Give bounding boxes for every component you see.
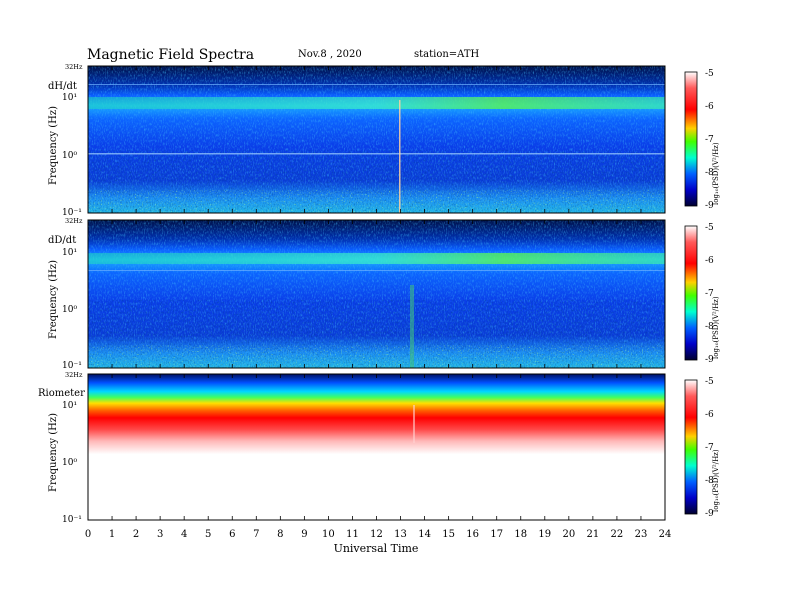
station-label: station=ATH [414,49,480,60]
figure-title: Magnetic Field Spectra [87,47,254,63]
colorbar [684,379,698,515]
x-tick-label: 22 [611,529,624,540]
x-tick-label: 3 [157,529,163,540]
colorbar-label: log₁₀(PSD)(V²/Hz) [712,296,720,359]
colorbar [684,71,698,207]
colorbar-tick: -8 [705,168,714,178]
colorbar [684,225,698,361]
line-harmonic [88,270,665,271]
colorbar-tick: -8 [705,476,714,486]
colorbar-tick: -8 [705,322,714,332]
x-tick-label: 14 [418,529,431,540]
panel-riometer: Riometer 32Hz 10¹ 10⁰ 10⁻¹ Frequency (Hz… [38,371,720,525]
x-tick-label: 7 [253,529,259,540]
x-tick-label: 12 [370,529,383,540]
panel-dddt: dD/dt 32Hz 10¹ 10⁰ 10⁻¹ Frequency (Hz) -… [48,217,720,371]
x-tick-label: 8 [277,529,283,540]
colorbar-label: log₁₀(PSD)(V²/Hz) [712,142,720,205]
line-harmonic [88,84,665,85]
y-axis-label: Frequency (Hz) [48,260,59,339]
colorbar-tick: -5 [705,377,714,387]
x-tick-label: 24 [659,529,672,540]
ytick-label: 10⁻¹ [62,361,82,371]
ytick-label: 10¹ [62,401,77,411]
ytick-label: 10⁰ [62,151,77,161]
ytick-label: 10¹ [62,248,77,258]
x-tick-label: 17 [490,529,503,540]
noise-layer-green [88,190,665,213]
x-axis-label: Universal Time [334,542,419,555]
colorbar-tick: -9 [705,201,714,211]
x-tick-label: 11 [346,529,359,540]
noise-layer-red [88,440,665,520]
panel-label-riometer: Riometer [38,388,85,399]
ytick-label: 10⁻¹ [62,515,82,525]
band-schumann [88,253,665,264]
date-label: Nov.8 , 2020 [298,49,362,60]
colorbar-tick: -5 [705,69,714,79]
spike-line [399,100,401,213]
colorbar-tick: -7 [705,443,714,453]
y-axis-label: Frequency (Hz) [48,106,59,185]
colorbar-tick: -6 [705,410,714,420]
x-tick-label: 16 [466,529,479,540]
gap-line [413,405,415,443]
x-tick-label: 18 [514,529,527,540]
x-tick-label: 19 [538,529,551,540]
ytick-label: 10⁰ [62,458,77,468]
x-tick-label: 13 [394,529,407,540]
colorbar-tick: -5 [705,223,714,233]
x-tick-label: 20 [562,529,575,540]
x-tick-label: 1 [109,529,115,540]
ytick-label: 10⁻¹ [62,208,82,218]
x-tick-label: 15 [442,529,455,540]
top-freq-label: 32Hz [65,63,83,71]
panel-label-dhdt: dH/dt [48,81,77,92]
x-tick-label: 6 [229,529,235,540]
ytick-label: 10⁰ [62,305,77,315]
colorbar-tick: -6 [705,102,714,112]
spike-line [410,285,414,368]
colorbar-tick: -6 [705,256,714,266]
panel-label-dddt: dD/dt [48,235,76,246]
top-freq-label: 32Hz [65,217,83,225]
colorbar-tick: -7 [705,289,714,299]
top-freq-label: 32Hz [65,371,83,379]
colorbar-tick: -7 [705,135,714,145]
x-tick-label: 5 [205,529,211,540]
y-axis-label: Frequency (Hz) [48,413,59,492]
x-tick-label: 9 [301,529,307,540]
x-tick-label: 10 [322,529,335,540]
panel-dhdt: dH/dt 32Hz 10¹ 10⁰ 10⁻¹ Frequency (Hz) -… [48,63,720,218]
line-1hz [88,153,665,155]
colorbar-tick: -9 [705,509,714,519]
band-schumann [88,97,665,109]
x-axis: 0 1 2 3 4 5 6 7 8 9 10 11 12 13 14 15 16 17 18 19 20 21 22 23 24 [85,66,672,540]
x-tick-label: 4 [181,529,187,540]
x-tick-label: 23 [635,529,648,540]
x-tick-label: 21 [587,529,600,540]
noise-layer-green [88,345,665,368]
ytick-label: 10¹ [62,93,77,103]
colorbar-label: log₁₀(PSD)(V²/Hz) [712,449,720,512]
colorbar-tick: -9 [705,355,714,365]
x-tick-label: 0 [85,529,91,540]
x-tick-label: 2 [133,529,139,540]
